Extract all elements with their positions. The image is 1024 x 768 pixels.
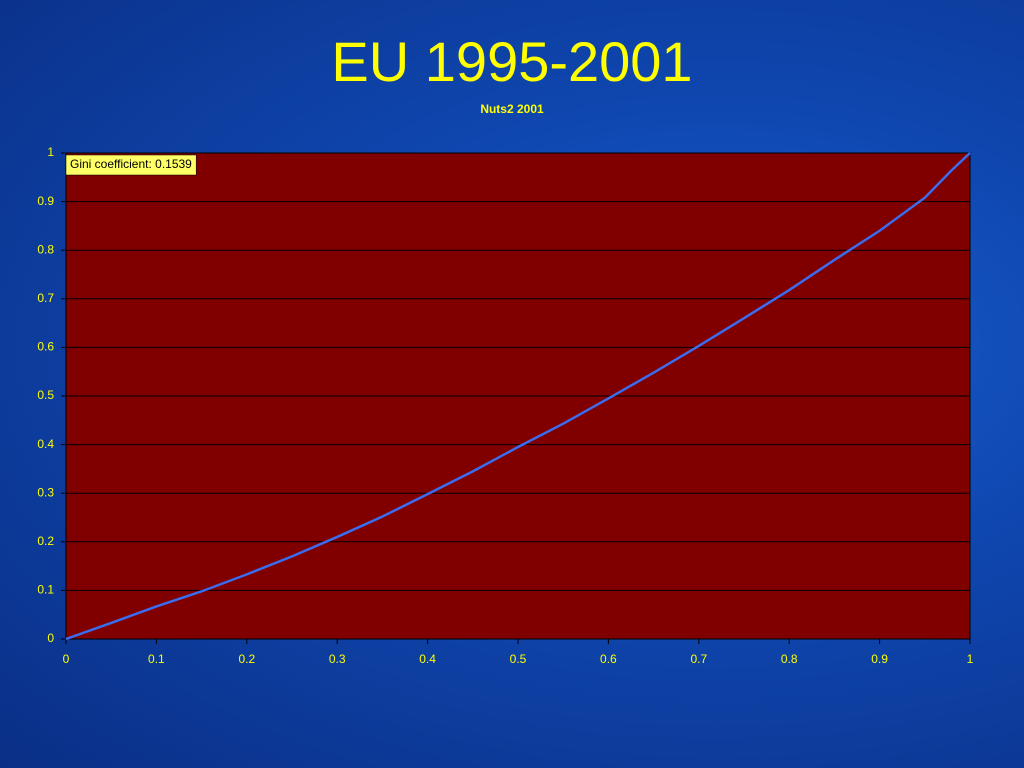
y-tick-label: 0.5 <box>37 388 54 402</box>
x-tick-label: 0.4 <box>419 652 436 666</box>
y-tick-label: 0.3 <box>37 485 54 499</box>
annotation: Gini coefficient: 0.1539 <box>70 157 192 171</box>
y-tick-label: 0.2 <box>37 534 54 548</box>
y-tick-label: 1 <box>47 145 54 159</box>
y-tick-label: 0.1 <box>37 583 54 597</box>
x-tick-label: 0.8 <box>781 652 798 666</box>
y-tick-label: 0.9 <box>37 194 54 208</box>
x-tick-label: 0.1 <box>148 652 165 666</box>
y-tick-label: 0.4 <box>37 437 54 451</box>
x-tick-label: 0 <box>63 652 70 666</box>
x-tick-label: 0.9 <box>871 652 888 666</box>
x-tick-label: 1 <box>967 652 974 666</box>
x-tick-label: 0.7 <box>690 652 707 666</box>
y-tick-label: 0 <box>47 631 54 645</box>
chart-subtitle: Nuts2 2001 <box>480 102 544 116</box>
chart-title: EU 1995-2001 <box>331 30 692 93</box>
x-tick-label: 0.5 <box>510 652 527 666</box>
y-tick-label: 0.8 <box>37 242 54 256</box>
annotation-box <box>65 154 197 176</box>
x-tick-label: 0.3 <box>329 652 346 666</box>
y-tick-label: 0.7 <box>37 291 54 305</box>
y-tick-label: 0.6 <box>37 340 54 354</box>
x-tick-label: 0.2 <box>238 652 255 666</box>
line <box>65 152 971 641</box>
x-tick-label: 0.6 <box>600 652 617 666</box>
